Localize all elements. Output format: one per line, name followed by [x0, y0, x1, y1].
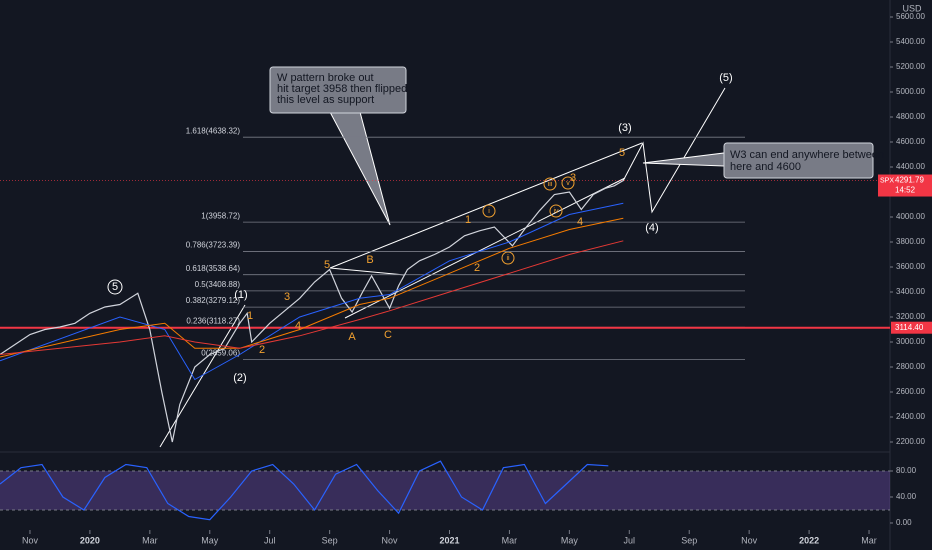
wave-label: (5) — [719, 72, 732, 84]
w-neckline — [329, 267, 406, 276]
fib-label: 1(3958.72) — [201, 211, 240, 220]
x-tick-label: 2021 — [439, 535, 459, 545]
wave-circle — [501, 251, 515, 265]
wave-circle — [482, 204, 496, 218]
wave-label: (1) — [234, 289, 247, 301]
series-line — [0, 202, 624, 381]
last-price-label: 4291.79 — [895, 176, 924, 185]
wave-label: 3 — [284, 291, 290, 303]
x-tick-label: Sep — [681, 535, 697, 545]
y-tick-label: 5000.00 — [896, 87, 925, 96]
wave-label: 4 — [295, 320, 301, 332]
wave-circle — [543, 177, 557, 191]
y-tick-label: 3800.00 — [896, 237, 925, 246]
fib-label: 0(2859.06) — [201, 349, 240, 358]
x-tick-label: Nov — [741, 535, 758, 545]
callout-text: this level as support — [277, 94, 374, 106]
x-tick-label: Mar — [861, 535, 877, 545]
y-tick-label: 3000.00 — [896, 337, 925, 346]
wave-label: A — [348, 331, 356, 343]
callout-text: W3 can end anywhere between — [730, 149, 884, 161]
x-tick-label: May — [201, 535, 219, 545]
wave-label: (3) — [618, 122, 631, 134]
x-tick-label: Mar — [142, 535, 158, 545]
y-tick-label: 3400.00 — [896, 287, 925, 296]
callout-text: here and 4600 — [730, 161, 801, 173]
y-tick-label: 4400.00 — [896, 162, 925, 171]
wave-label: (2) — [233, 372, 246, 384]
y-tick-label: 0.00 — [896, 518, 912, 527]
x-tick-label: Jul — [264, 535, 276, 545]
wave-label: 5 — [324, 259, 330, 271]
y-tick-label: 2200.00 — [896, 437, 925, 446]
wave-circle — [549, 204, 563, 218]
wave-label: iii — [548, 181, 553, 188]
x-tick-label: Jul — [624, 535, 636, 545]
wave-label: 5 — [112, 281, 118, 293]
y-tick-label: 4000.00 — [896, 212, 925, 221]
wave-circle — [561, 176, 575, 190]
y-tick-label: 40.00 — [896, 492, 917, 501]
x-tick-label: Nov — [382, 535, 399, 545]
wave-label: 5 — [619, 147, 625, 159]
wedge-bottom — [344, 177, 626, 319]
support-label-bg — [891, 321, 932, 334]
series-line — [0, 240, 624, 355]
callout-box — [269, 66, 407, 114]
series-line — [0, 460, 609, 521]
last-price-bg — [878, 174, 932, 197]
y-tick-label: 80.00 — [896, 466, 917, 475]
fib-label: 0.618(3538.64) — [186, 264, 241, 273]
currency: USD — [902, 3, 922, 13]
fib-label: 0.382(3279.12) — [186, 296, 241, 305]
wave-label: 1 — [465, 214, 471, 226]
callout-text: hit target 3958 then flipped — [277, 83, 407, 95]
time-label: 14:52 — [895, 186, 916, 195]
x-tick-label: 2020 — [80, 535, 100, 545]
symbol-label: SPX — [880, 177, 894, 184]
y-tick-label: 4600.00 — [896, 137, 925, 146]
wave-circle — [107, 279, 123, 295]
y-tick-label: 2400.00 — [896, 412, 925, 421]
x-tick-label: Sep — [322, 535, 338, 545]
x-tick-label: Nov — [22, 535, 39, 545]
y-tick-label: 3600.00 — [896, 262, 925, 271]
series-line — [0, 179, 624, 443]
x-tick-label: 2022 — [799, 535, 819, 545]
wave-label: v — [566, 180, 570, 187]
callout-box — [723, 142, 874, 179]
wave-label: C — [384, 329, 392, 341]
wave-label: (4) — [645, 222, 658, 234]
callout-text: W pattern broke out — [277, 72, 374, 84]
support-label: 3114.40 — [895, 323, 924, 332]
y-tick-label: 4800.00 — [896, 112, 925, 121]
fib-label: 0.786(3723.39) — [186, 241, 241, 250]
wave-label: iv — [553, 208, 559, 215]
wave-label: 1 — [247, 310, 253, 322]
wave-label: 3 — [570, 172, 576, 184]
wave-label: 2 — [474, 262, 480, 274]
callout-1: W pattern broke out hit target 3958 then… — [269, 66, 407, 226]
fib-label: 0.236(3118.27) — [186, 316, 240, 325]
series-line — [0, 217, 624, 358]
y-tick-label: 2800.00 — [896, 362, 925, 371]
y-tick-label: 5600.00 — [896, 12, 925, 21]
wave-label: B — [366, 254, 373, 266]
wave-label: 2 — [259, 344, 265, 356]
y-tick-label: 5200.00 — [896, 62, 925, 71]
stoch-band — [0, 470, 890, 510]
x-tick-label: Mar — [502, 535, 518, 545]
wave-label: 4 — [577, 216, 583, 228]
fib-label: 1.618(4638.32) — [186, 126, 241, 135]
y-tick-label: 2600.00 — [896, 387, 925, 396]
fib-label: 0.5(3408.88) — [195, 280, 241, 289]
x-tick-label: May — [561, 535, 579, 545]
wave-label: ii — [506, 255, 510, 262]
wave-label: i — [488, 208, 490, 215]
callout-2: W3 can end anywhere between here and 460… — [642, 142, 884, 179]
y-tick-label: 3200.00 — [896, 312, 925, 321]
projection — [622, 87, 726, 214]
y-tick-label: 5400.00 — [896, 37, 925, 46]
